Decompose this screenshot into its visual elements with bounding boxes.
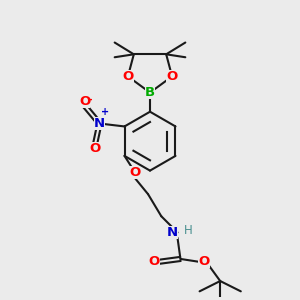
Text: H: H xyxy=(184,224,193,237)
Text: N: N xyxy=(167,226,178,239)
Text: B: B xyxy=(145,86,155,99)
Text: O: O xyxy=(79,95,90,108)
Text: O: O xyxy=(167,70,178,83)
Text: +: + xyxy=(101,107,109,117)
Text: O: O xyxy=(198,255,210,268)
Text: O: O xyxy=(129,166,140,178)
Text: O: O xyxy=(148,255,160,268)
Text: -: - xyxy=(88,94,92,104)
Text: N: N xyxy=(94,117,105,130)
Text: O: O xyxy=(89,142,101,155)
Text: O: O xyxy=(122,70,134,83)
